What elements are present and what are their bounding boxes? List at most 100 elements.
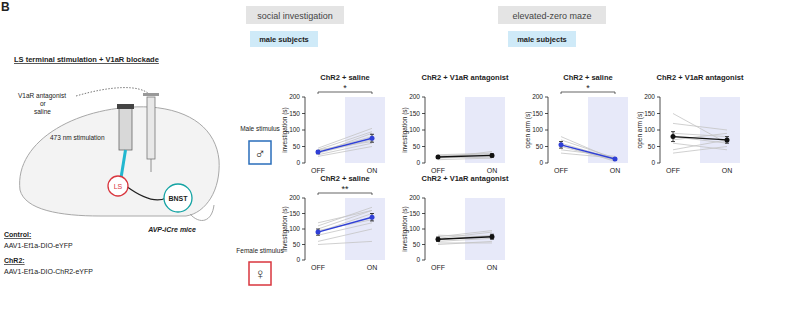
chart-title: ChR2 + V1aR antagonist bbox=[422, 174, 509, 183]
chart: 050100150200investigation (s)ChR2 + V1aR… bbox=[401, 73, 509, 174]
mean-line bbox=[561, 145, 615, 159]
subject-line bbox=[438, 158, 492, 160]
subject-line bbox=[318, 229, 372, 241]
y-tick bbox=[422, 163, 425, 164]
subject-line bbox=[561, 137, 615, 160]
mean-point bbox=[490, 234, 495, 239]
subject-line bbox=[438, 242, 492, 243]
brain-outline bbox=[190, 205, 214, 220]
stim-on-shade bbox=[465, 198, 505, 260]
subject-line bbox=[318, 133, 372, 153]
region-label: BNST bbox=[168, 195, 188, 202]
y-tick bbox=[545, 113, 548, 114]
ls-region bbox=[108, 176, 128, 196]
y-tick bbox=[302, 130, 305, 131]
subject-line bbox=[438, 156, 492, 158]
subject-line bbox=[438, 153, 492, 155]
stim-on-shade bbox=[345, 97, 385, 163]
light-fiber bbox=[121, 150, 126, 178]
subject-line bbox=[438, 231, 492, 237]
subject-line bbox=[561, 145, 615, 162]
brain-outline bbox=[20, 107, 220, 216]
stimulus-icon bbox=[249, 262, 271, 285]
header-box bbox=[246, 6, 344, 24]
y-tick bbox=[545, 146, 548, 147]
y-tick bbox=[545, 97, 548, 98]
chart-title: ChR2 + saline bbox=[320, 174, 369, 183]
y-label: open arm (s) bbox=[636, 112, 644, 149]
mean-line bbox=[318, 138, 372, 152]
y-tick-label: 50 bbox=[413, 241, 421, 248]
error-bar bbox=[370, 134, 374, 142]
syringe-needle bbox=[151, 159, 152, 172]
subject-line bbox=[673, 133, 727, 136]
y-label: investigation (s) bbox=[401, 107, 409, 153]
y-tick bbox=[657, 146, 660, 147]
y-tick-label: 200 bbox=[289, 194, 300, 201]
significance: * bbox=[343, 83, 347, 93]
chart-title: ChR2 + saline bbox=[563, 73, 612, 82]
error-bar bbox=[436, 237, 440, 241]
drug-arrow bbox=[76, 88, 150, 96]
x-tick-label: ON bbox=[722, 167, 733, 174]
subject-line bbox=[673, 140, 727, 150]
y-tick bbox=[422, 113, 425, 114]
subject-line bbox=[673, 123, 727, 130]
y-tick-label: 0 bbox=[539, 159, 543, 166]
mean-line bbox=[318, 217, 372, 232]
x-tick-label: ON bbox=[487, 264, 498, 271]
figure: B LS terminal stimulation + V1aR blockade… bbox=[0, 0, 792, 311]
y-tick bbox=[302, 163, 305, 164]
virus-label: ChR2: bbox=[4, 257, 25, 264]
subject-line bbox=[438, 156, 492, 158]
y-tick-label: 50 bbox=[293, 241, 301, 248]
y-tick-label: 150 bbox=[409, 110, 420, 117]
region-label: LS bbox=[114, 183, 123, 190]
subheader-box bbox=[508, 31, 576, 47]
y-tick-label: 150 bbox=[289, 110, 300, 117]
y-tick-label: 0 bbox=[296, 256, 300, 263]
mean-line bbox=[673, 137, 727, 140]
cannula bbox=[119, 108, 132, 150]
drug-label: saline bbox=[34, 108, 51, 115]
x-tick-label: ON bbox=[487, 167, 498, 174]
y-tick-label: 100 bbox=[289, 126, 300, 133]
syringe-plunger bbox=[143, 93, 159, 96]
subheader: male subjects bbox=[259, 35, 309, 44]
chart: 050100150200open arm (s)ChR2 + V1aR anta… bbox=[636, 73, 744, 174]
virus-name: AAV1-Ef1a-DIO-eYFP bbox=[4, 242, 73, 249]
x-tick-label: OFF bbox=[554, 167, 568, 174]
y-tick bbox=[302, 260, 305, 261]
y-tick-label: 100 bbox=[532, 126, 543, 133]
subheader-box bbox=[250, 31, 318, 47]
y-tick bbox=[302, 97, 305, 98]
schematic-title: LS terminal stimulation + V1aR blockade bbox=[14, 55, 159, 64]
x-tick-label: OFF bbox=[431, 264, 445, 271]
subject-line bbox=[673, 133, 727, 140]
stimulus-symbol: ♀ bbox=[254, 265, 265, 282]
y-tick-label: 100 bbox=[644, 126, 655, 133]
mean-line bbox=[438, 155, 492, 157]
y-label: open arm (s) bbox=[524, 112, 532, 149]
y-tick-label: 200 bbox=[409, 93, 420, 100]
panel-label: B bbox=[1, 0, 10, 14]
mean-point bbox=[436, 155, 441, 160]
y-tick bbox=[302, 113, 305, 114]
y-tick bbox=[422, 130, 425, 131]
stimulus-icon bbox=[249, 141, 271, 164]
y-label: investigation (s) bbox=[401, 206, 409, 252]
y-tick-label: 200 bbox=[644, 93, 655, 100]
plot-area bbox=[316, 207, 375, 244]
mean-point bbox=[559, 142, 564, 147]
subject-line bbox=[318, 207, 372, 226]
y-label: investigation (s) bbox=[281, 107, 289, 153]
chart: 050100150200open arm (s)ChR2 + salineOFF… bbox=[524, 73, 628, 174]
plot-area bbox=[559, 137, 618, 162]
subheader: male subjects bbox=[517, 35, 567, 44]
x-tick-label: OFF bbox=[311, 264, 325, 271]
header-box bbox=[498, 6, 606, 24]
syringe bbox=[147, 97, 155, 159]
significance: * bbox=[586, 83, 590, 93]
y-tick bbox=[545, 163, 548, 164]
y-tick bbox=[422, 260, 425, 261]
